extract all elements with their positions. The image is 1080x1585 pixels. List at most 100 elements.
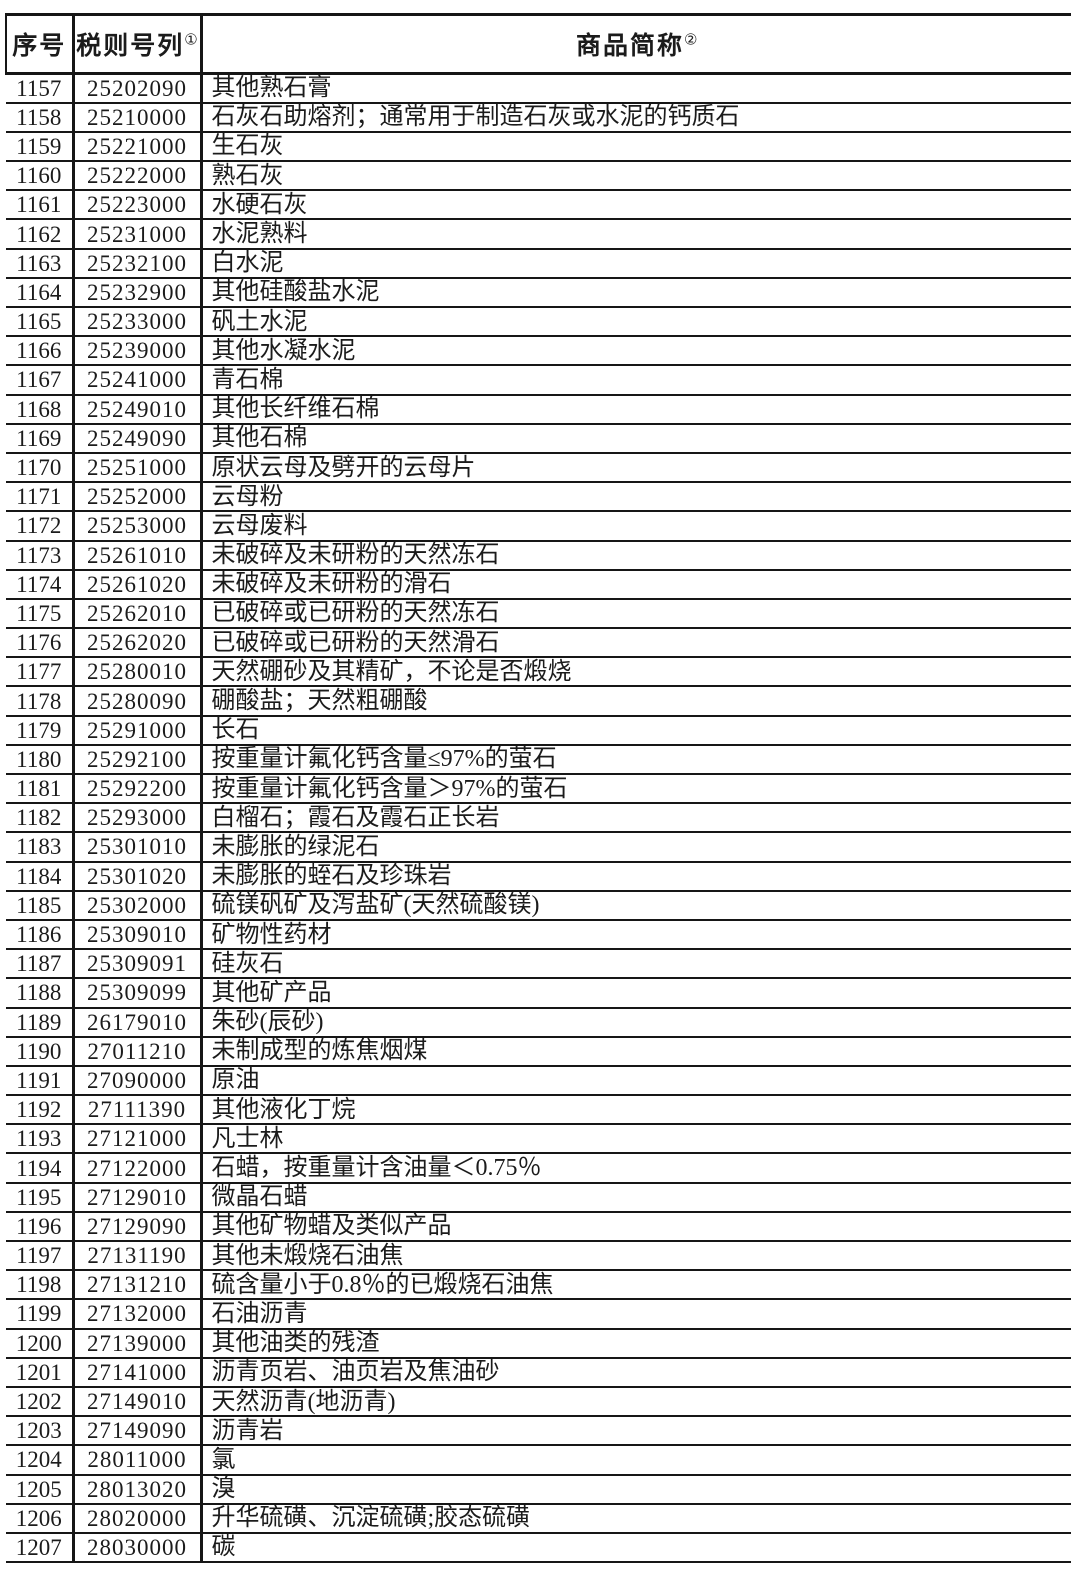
seq-cell: 1167 bbox=[6, 365, 75, 396]
table-row: 1199 27132000 石油沥青 bbox=[6, 1299, 1071, 1330]
seq-cell: 1158 bbox=[6, 102, 75, 133]
table-row: 1192 27111390 其他液化丁烷 bbox=[6, 1095, 1071, 1126]
desc-cell: 石蜡，按重量计含油量＜0.75％ bbox=[201, 1153, 1071, 1184]
code-cell: 25302000 bbox=[73, 890, 203, 921]
table-row: 1160 25222000 熟石灰 bbox=[6, 161, 1071, 192]
desc-cell: 未膨胀的绿泥石 bbox=[201, 832, 1071, 863]
table-row: 1203 27149090 沥青岩 bbox=[6, 1416, 1071, 1447]
code-cell: 25223000 bbox=[73, 190, 203, 221]
col-header-name-label: 商品简称 bbox=[576, 33, 685, 60]
code-cell: 25232900 bbox=[73, 277, 203, 309]
code-cell: 27129010 bbox=[73, 1182, 203, 1213]
desc-cell: 其他石棉 bbox=[201, 423, 1071, 454]
table-row: 1170 25251000 原状云母及劈开的云母片 bbox=[6, 452, 1071, 484]
seq-cell: 1164 bbox=[6, 277, 75, 309]
seq-cell: 1174 bbox=[6, 569, 75, 600]
code-cell: 25210000 bbox=[73, 102, 203, 133]
seq-cell: 1157 bbox=[6, 73, 75, 104]
table-row: 1169 25249090 其他石棉 bbox=[6, 423, 1071, 454]
table-row: 1186 25309010 矿物性药材 bbox=[6, 919, 1071, 951]
seq-cell: 1168 bbox=[6, 394, 75, 425]
seq-cell: 1162 bbox=[6, 219, 75, 250]
table-row: 1165 25233000 矾土水泥 bbox=[6, 307, 1071, 338]
seq-cell: 1175 bbox=[6, 598, 75, 630]
seq-cell: 1196 bbox=[6, 1211, 75, 1243]
seq-cell: 1190 bbox=[6, 1036, 75, 1067]
code-cell: 25280090 bbox=[73, 686, 203, 717]
desc-cell: 硫含量小于0.8％的已煅烧石油焦 bbox=[201, 1270, 1071, 1301]
table-row: 1194 27122000 石蜡，按重量计含油量＜0.75％ bbox=[6, 1153, 1071, 1184]
code-cell: 25232100 bbox=[73, 248, 203, 279]
table-row: 1207 28030000 碳 bbox=[6, 1532, 1071, 1564]
seq-cell: 1178 bbox=[6, 686, 75, 717]
code-cell: 25262020 bbox=[73, 628, 203, 659]
seq-cell: 1199 bbox=[6, 1299, 75, 1330]
col-header-code-label: 税则号列 bbox=[76, 33, 185, 60]
desc-cell: 生石灰 bbox=[201, 131, 1071, 163]
desc-cell: 云母废料 bbox=[201, 511, 1071, 542]
seq-cell: 1163 bbox=[6, 248, 75, 279]
code-cell: 25239000 bbox=[73, 336, 203, 367]
code-cell: 27131190 bbox=[73, 1241, 203, 1272]
desc-cell: 白榴石；霞石及霞石正长岩 bbox=[201, 803, 1071, 834]
seq-cell: 1188 bbox=[6, 978, 75, 1009]
desc-cell: 沥青岩 bbox=[201, 1416, 1071, 1447]
desc-cell: 已破碎或已研粉的天然冻石 bbox=[201, 598, 1071, 630]
table-row: 1205 28013020 溴 bbox=[6, 1474, 1071, 1505]
desc-cell: 其他水凝水泥 bbox=[201, 336, 1071, 367]
table-row: 1190 27011210 未制成型的炼焦烟煤 bbox=[6, 1036, 1071, 1067]
code-cell: 25291000 bbox=[73, 715, 203, 746]
code-cell: 27139000 bbox=[73, 1328, 203, 1359]
table-row: 1163 25232100 白水泥 bbox=[6, 248, 1071, 279]
seq-cell: 1180 bbox=[6, 744, 75, 776]
code-cell: 25301020 bbox=[73, 861, 203, 892]
desc-cell: 未制成型的炼焦烟煤 bbox=[201, 1036, 1071, 1067]
table-row: 1188 25309099 其他矿产品 bbox=[6, 978, 1071, 1009]
seq-cell: 1166 bbox=[6, 336, 75, 367]
desc-cell: 硅灰石 bbox=[201, 949, 1071, 980]
desc-cell: 按重量计氟化钙含量＞97%的萤石 bbox=[201, 774, 1071, 805]
table-row: 1191 27090000 原油 bbox=[6, 1065, 1071, 1097]
code-cell: 25202090 bbox=[73, 73, 203, 104]
table-row: 1174 25261020 未破碎及未研粉的滑石 bbox=[6, 569, 1071, 600]
table-body: 1157 25202090 其他熟石膏 1158 25210000 石灰石助熔剂… bbox=[6, 73, 1071, 1564]
seq-cell: 1203 bbox=[6, 1416, 75, 1447]
desc-cell: 石油沥青 bbox=[201, 1299, 1071, 1330]
seq-cell: 1192 bbox=[6, 1095, 75, 1126]
code-cell: 27149010 bbox=[73, 1386, 203, 1418]
desc-cell: 微晶石蜡 bbox=[201, 1182, 1071, 1213]
seq-cell: 1186 bbox=[6, 919, 75, 951]
code-cell: 25292100 bbox=[73, 744, 203, 776]
table-row: 1157 25202090 其他熟石膏 bbox=[6, 73, 1071, 104]
seq-cell: 1206 bbox=[6, 1503, 75, 1534]
desc-cell: 硫镁矾矿及泻盐矿(天然硫酸镁) bbox=[201, 890, 1071, 921]
table-row: 1197 27131190 其他未煅烧石油焦 bbox=[6, 1241, 1071, 1272]
seq-cell: 1197 bbox=[6, 1241, 75, 1272]
desc-cell: 矿物性药材 bbox=[201, 919, 1071, 951]
code-cell: 25241000 bbox=[73, 365, 203, 396]
table-row: 1179 25291000 长石 bbox=[6, 715, 1071, 746]
desc-cell: 已破碎或已研粉的天然滑石 bbox=[201, 628, 1071, 659]
code-cell: 25222000 bbox=[73, 161, 203, 192]
code-cell: 25221000 bbox=[73, 131, 203, 163]
code-cell: 28011000 bbox=[73, 1445, 203, 1476]
code-cell: 25293000 bbox=[73, 803, 203, 834]
seq-cell: 1173 bbox=[6, 540, 75, 571]
seq-cell: 1159 bbox=[6, 131, 75, 163]
seq-cell: 1201 bbox=[6, 1357, 75, 1388]
seq-cell: 1205 bbox=[6, 1474, 75, 1505]
desc-cell: 其他硅酸盐水泥 bbox=[201, 277, 1071, 309]
table-row: 1184 25301020 未膨胀的蛭石及珍珠岩 bbox=[6, 861, 1071, 892]
col-header-seq-label: 序号 bbox=[12, 33, 67, 60]
code-cell: 27149090 bbox=[73, 1416, 203, 1447]
seq-cell: 1194 bbox=[6, 1153, 75, 1184]
desc-cell: 氯 bbox=[201, 1445, 1071, 1476]
table-row: 1162 25231000 水泥熟料 bbox=[6, 219, 1071, 250]
table-row: 1173 25261010 未破碎及未研粉的天然冻石 bbox=[6, 540, 1071, 571]
desc-cell: 水泥熟料 bbox=[201, 219, 1071, 250]
code-cell: 26179010 bbox=[73, 1007, 203, 1038]
table-row: 1180 25292100 按重量计氟化钙含量≤97%的萤石 bbox=[6, 744, 1071, 776]
code-cell: 27011210 bbox=[73, 1036, 203, 1067]
seq-cell: 1184 bbox=[6, 861, 75, 892]
table-row: 1196 27129090 其他矿物蜡及类似产品 bbox=[6, 1211, 1071, 1243]
